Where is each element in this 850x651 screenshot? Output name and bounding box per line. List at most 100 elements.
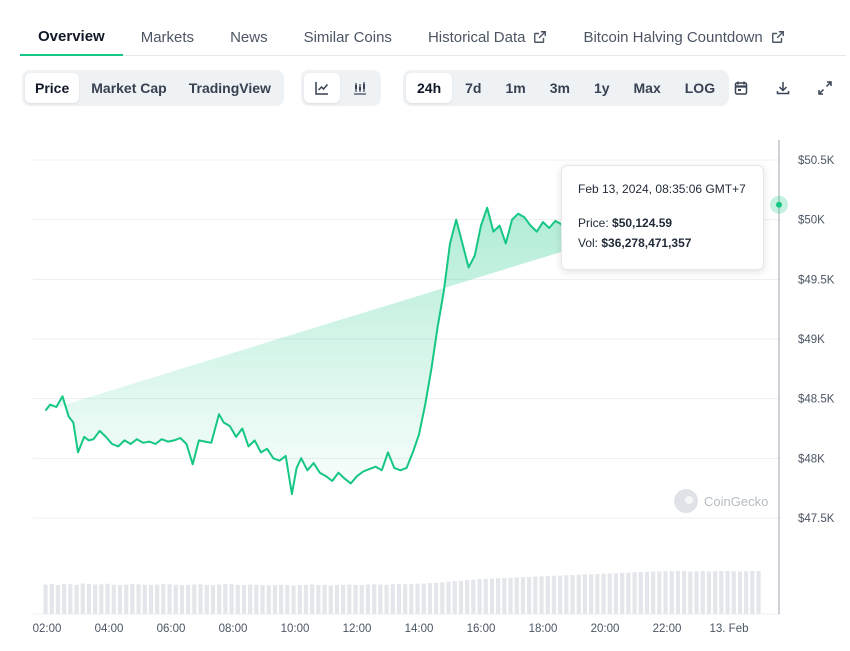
volume-bar [359,585,364,614]
tab-bitcoin-halving-countdown[interactable]: Bitcoin Halving Countdown [565,18,802,56]
volume-bar [204,584,209,614]
price-chart[interactable]: $50.5K $50K $49.5K $49K $48.5K $48K $47.5K 02:0… [0,140,850,651]
tab-overview[interactable]: Overview [20,18,123,56]
tab-historical-data[interactable]: Historical Data [410,18,566,56]
volume-bar [186,584,191,614]
tooltip-price-value: $50,124.59 [612,216,673,230]
volume-bar [756,571,761,614]
x-tick-label: 20:00 [591,623,620,635]
line-chart-icon [314,80,330,96]
x-tick-label: 04:00 [95,623,124,635]
chart-action-group [721,70,845,106]
volume-bar [589,574,594,614]
tooltip-vol-label: Vol: [578,236,599,250]
volume-bar [136,584,141,614]
volume-bar [713,571,718,614]
volume-bar [403,584,408,614]
calendar-icon [733,80,749,96]
x-tick-label: 22:00 [653,623,682,635]
volume-bar [409,583,414,614]
volume-bar [235,584,240,614]
coingecko-watermark: CoinGecko [674,489,768,513]
tab-label: Similar Coins [303,28,392,46]
volume-bar [99,584,104,614]
volume-bar [558,575,563,614]
chart-tooltip: Feb 13, 2024, 08:35:06 GMT+7 Price: $50,… [561,165,764,270]
volume-bar [341,584,346,614]
volume-bar [117,585,123,614]
x-tick-label: 12:00 [343,623,372,635]
fullscreen-button[interactable] [805,73,845,103]
chart-type-toggle-group [301,70,381,106]
metric-market-cap-button[interactable]: Market Cap [91,80,167,96]
volume-bar [179,585,185,614]
volume-bar [347,584,352,614]
volume-bar [632,572,637,614]
volume-bar [316,585,321,614]
volume-bar [663,571,668,614]
y-tick-label: $50K [798,215,825,227]
volume-bar [657,571,662,614]
tooltip-price-label: Price: [578,216,609,230]
volume-bar [421,583,426,614]
volume-bar [210,585,216,614]
tab-label: Markets [140,28,195,46]
volume-bar [483,578,488,614]
range-24h-button[interactable]: 24h [406,73,453,103]
candlestick-chart-button[interactable] [342,73,378,103]
range-1y-button[interactable]: 1y [593,80,610,96]
volume-bar [452,581,457,614]
volume-bar [440,582,445,614]
volume-bar [644,571,650,614]
tooltip-volume: Vol: $36,278,471,357 [578,236,763,250]
volume-bar [613,573,619,614]
range-7d-button[interactable]: 7d [465,80,482,96]
volume-bar [142,584,147,614]
volume-bar [465,580,470,614]
metric-price-button[interactable]: Price [25,73,80,103]
x-tick-label: 14:00 [405,623,434,635]
volume-bar [719,571,724,614]
hover-point [776,201,782,208]
volume-bar [533,576,538,614]
x-tick-label: 06:00 [157,623,186,635]
y-tick-label: $47.5K [798,513,835,525]
range-log-button[interactable]: LOG [684,80,716,96]
volume-bar [489,578,495,614]
y-tick-label: $48K [798,453,825,465]
volume-bar [390,584,395,614]
volume-bar [651,571,656,614]
x-tick-label: 16:00 [467,623,496,635]
metric-toggle-group: Price Market Cap TradingView [22,70,284,106]
tab-news[interactable]: News [212,18,286,56]
volume-bar [496,578,501,614]
time-range-toggle-group: 24h 7d 1m 3m 1y Max LOG [403,70,730,106]
x-tick-label: 18:00 [529,623,558,635]
volume-bar [564,575,569,614]
volume-bar [229,584,234,614]
volume-bar [744,571,749,614]
range-max-button[interactable]: Max [633,80,661,96]
volume-bar [626,572,631,614]
tooltip-date: Feb 13, 2024, 08:35:06 GMT+7 [578,182,746,196]
range-3m-button[interactable]: 3m [549,80,570,96]
calendar-button[interactable] [721,73,761,103]
volume-bar [68,584,73,614]
download-button[interactable] [763,73,803,103]
metric-tradingview-button[interactable]: TradingView [188,80,271,96]
volume-bar [310,584,315,614]
volume-bar [545,576,550,614]
volume-bar [297,585,302,614]
volume-bar [682,571,687,614]
volume-bar [502,578,507,614]
range-1m-button[interactable]: 1m [505,80,526,96]
volume-bar [192,584,197,614]
x-tick-label: 10:00 [281,623,310,635]
volume-bar [93,584,98,614]
line-chart-button[interactable] [304,73,340,103]
volume-bar [285,585,290,614]
tab-similar-coins[interactable]: Similar Coins [286,18,410,56]
volume-bar [669,571,674,614]
y-tick-label: $50.5K [798,155,835,167]
tab-markets[interactable]: Markets [123,18,212,56]
